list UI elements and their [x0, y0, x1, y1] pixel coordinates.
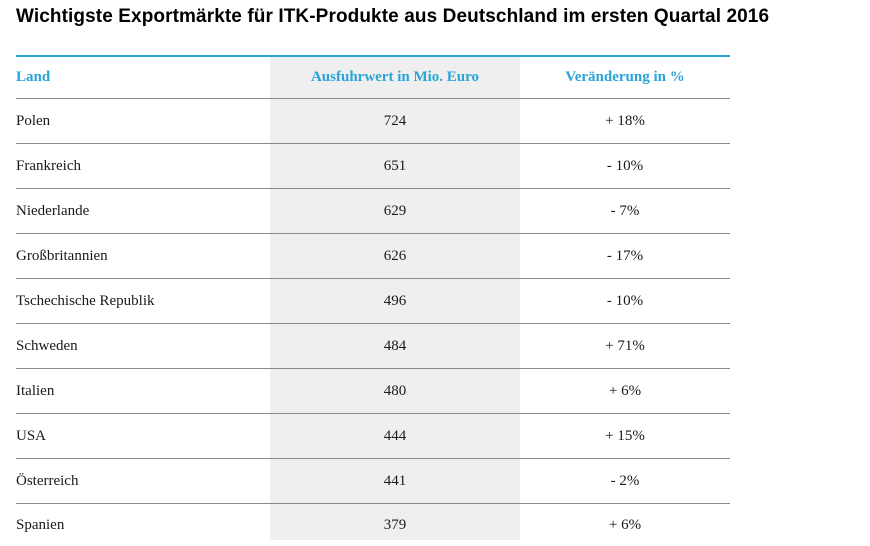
cell-land: Schweden	[16, 324, 270, 369]
cell-land: Österreich	[16, 459, 270, 504]
cell-veraenderung: - 10%	[520, 279, 730, 324]
cell-veraenderung: + 18%	[520, 99, 730, 144]
page-title: Wichtigste Exportmärkte für ITK-Produkte…	[16, 6, 769, 28]
cell-land: Frankreich	[16, 144, 270, 189]
header-land: Land	[16, 57, 270, 99]
header-ausfuhrwert: Ausfuhrwert in Mio. Euro	[270, 57, 520, 99]
cell-ausfuhrwert: 496	[270, 279, 520, 324]
cell-ausfuhrwert: 480	[270, 369, 520, 414]
cell-ausfuhrwert: 484	[270, 324, 520, 369]
cell-ausfuhrwert: 626	[270, 234, 520, 279]
cell-ausfuhrwert: 441	[270, 459, 520, 504]
cell-veraenderung: + 15%	[520, 414, 730, 459]
cell-land: Niederlande	[16, 189, 270, 234]
export-table: Land Ausfuhrwert in Mio. Euro Veränderun…	[16, 57, 730, 546]
cell-veraenderung: + 71%	[520, 324, 730, 369]
cell-veraenderung: - 7%	[520, 189, 730, 234]
cell-ausfuhrwert: 444	[270, 414, 520, 459]
cell-ausfuhrwert: 724	[270, 99, 520, 144]
table-header-row: Land Ausfuhrwert in Mio. Euro Veränderun…	[16, 57, 730, 99]
cell-land: Tschechische Republik	[16, 279, 270, 324]
cell-land: Polen	[16, 99, 270, 144]
cell-land: Großbritannien	[16, 234, 270, 279]
header-veraenderung: Veränderung in %	[520, 57, 730, 99]
cell-veraenderung: - 2%	[520, 459, 730, 504]
cell-ausfuhrwert: 651	[270, 144, 520, 189]
cell-veraenderung: - 10%	[520, 144, 730, 189]
cell-land: USA	[16, 414, 270, 459]
cell-ausfuhrwert: 629	[270, 189, 520, 234]
cell-land: Italien	[16, 369, 270, 414]
cell-veraenderung: + 6%	[520, 369, 730, 414]
cell-veraenderung: - 17%	[520, 234, 730, 279]
